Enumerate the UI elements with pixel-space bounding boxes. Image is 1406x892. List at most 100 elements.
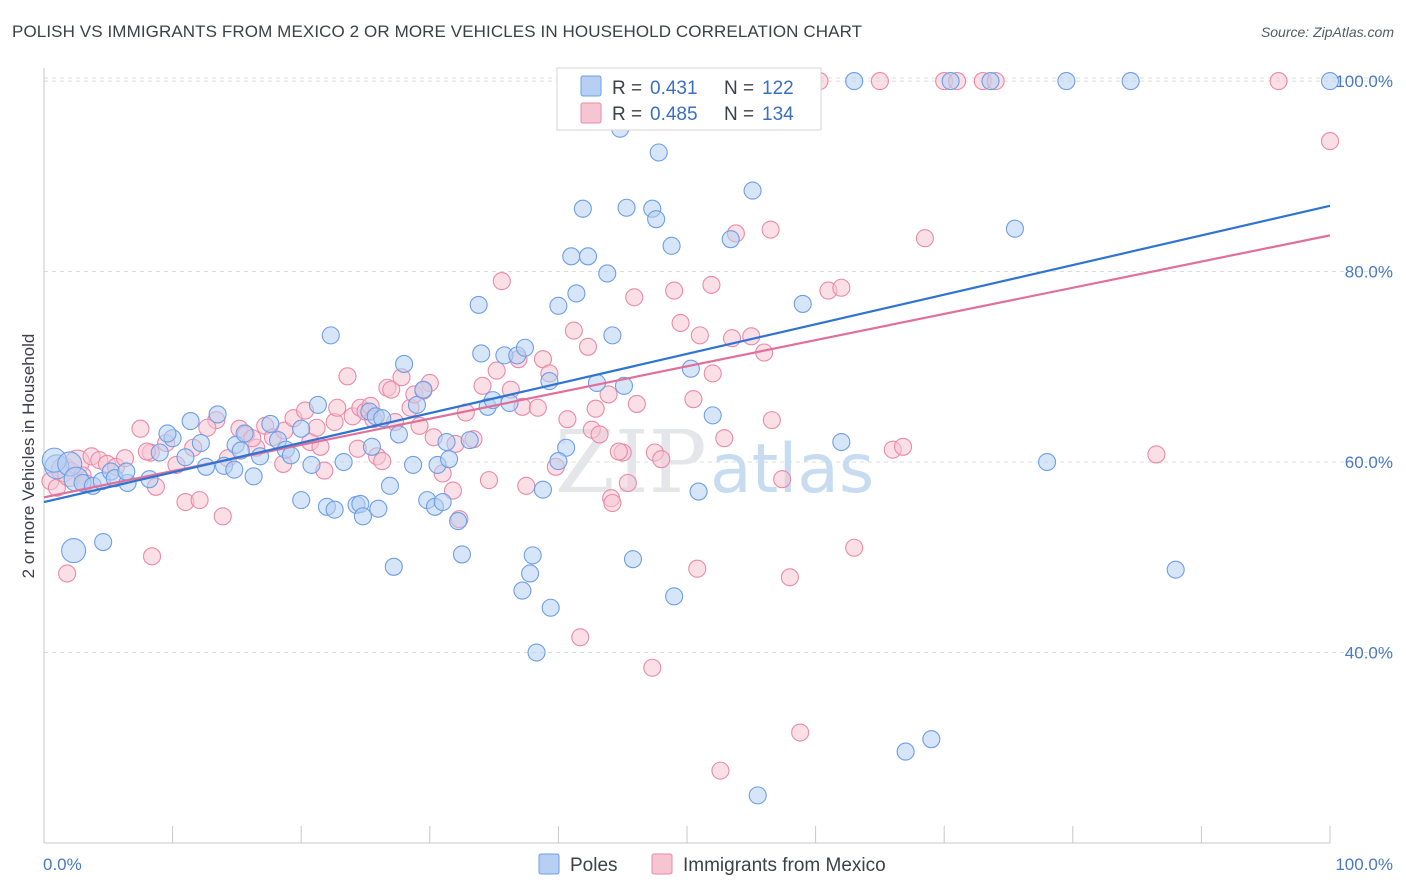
poles-point [380, 476, 399, 495]
mexico-point [307, 418, 326, 437]
mexico-point [791, 723, 810, 742]
poles-point [922, 730, 941, 749]
poles-point [681, 359, 700, 378]
x-tick-label-min: 0.0% [43, 855, 82, 874]
poles-point [689, 482, 708, 501]
legend-poles-r-label: R = [612, 78, 642, 99]
poles-point [362, 437, 381, 456]
poles-point [407, 395, 426, 414]
legend-poles-n-label: N = [724, 78, 754, 99]
poles-point [281, 446, 300, 465]
mexico-point [761, 220, 780, 239]
mexico-point [665, 281, 684, 300]
mexico-point [715, 429, 734, 448]
mexico-point [473, 376, 492, 395]
source-label: Source: ZipAtlas.com [1260, 24, 1394, 40]
poles-point [617, 198, 636, 217]
mexico-point [773, 470, 792, 489]
mexico-point [893, 437, 913, 456]
poles-point [981, 72, 1000, 91]
poles-point [414, 380, 433, 399]
legend-mexico-n-label: N = [724, 104, 754, 125]
mexico-point [603, 493, 622, 513]
mexico-point [479, 471, 499, 490]
mexico-point [578, 337, 598, 356]
bottom-legend-poles-label: Poles [570, 855, 618, 876]
poles-point [235, 424, 254, 443]
poles-point [603, 326, 622, 345]
poles-point [469, 295, 488, 314]
poles-point [533, 480, 553, 499]
mexico-point [528, 398, 547, 417]
x-tick-label-max: 100.0% [1335, 855, 1393, 874]
mexico-point [762, 411, 781, 430]
poles-point [261, 414, 280, 433]
trend-lines [43, 204, 1331, 504]
poles-point [158, 424, 177, 443]
mexico-point [373, 452, 392, 471]
poles-point [1038, 452, 1057, 472]
mexico-point [1147, 445, 1166, 464]
legend-mexico-swatch [580, 102, 602, 124]
poles-point [302, 455, 321, 474]
poles-point [1320, 72, 1340, 91]
mexico-point [142, 547, 162, 566]
poles-point [578, 247, 598, 266]
poles-point [527, 643, 546, 662]
y-tick-label: 40.0% [1345, 644, 1393, 663]
poles-point [523, 546, 542, 565]
legend-poles-swatch [580, 75, 602, 97]
poles-point [208, 405, 227, 424]
poles-point [721, 230, 740, 249]
poles-point [404, 455, 423, 474]
grid-lines [44, 77, 1393, 654]
mexico-point [870, 72, 889, 91]
y-tick-label: 80.0% [1345, 263, 1393, 282]
poles-point [549, 296, 568, 315]
mexico-point [58, 564, 77, 583]
poles-point [472, 344, 491, 363]
poles-point [244, 467, 263, 486]
poles-point [896, 742, 915, 761]
poles-point [437, 432, 456, 452]
poles-point [433, 492, 452, 512]
mexico-point [564, 321, 583, 340]
mexico-point [586, 399, 605, 418]
poles-point [292, 419, 311, 438]
poles-point [743, 181, 762, 200]
legend-mexico-n-value: 134 [762, 104, 794, 125]
poles-point [941, 72, 960, 91]
legend-mexico-r-value: 0.485 [650, 104, 698, 125]
poles-point [515, 338, 535, 357]
series-mexico-points [41, 72, 1340, 780]
poles-point [521, 564, 540, 583]
poles-point [176, 448, 195, 467]
mexico-point [190, 491, 209, 510]
mexico-point [643, 658, 662, 677]
poles-point [623, 550, 643, 569]
poles-point [61, 538, 87, 564]
poles-point [541, 598, 560, 617]
y-tick-label: 60.0% [1345, 453, 1393, 472]
bottom-legend-mexico-swatch [651, 853, 673, 875]
mexico-point [443, 481, 462, 500]
poles-point [321, 326, 340, 345]
poles-point [334, 452, 353, 472]
mexico-point [671, 313, 690, 333]
poles-point [389, 425, 408, 444]
mexico-point [845, 538, 864, 557]
legend-mexico-r-label: R = [612, 104, 642, 125]
bottom-legend-mexico-label: Immigrants from Mexico [683, 855, 886, 876]
legend-box: R = 0.431 N = 122 R = 0.485 N = 134 [556, 67, 822, 131]
poles-point [598, 264, 617, 283]
poles-point [117, 462, 136, 481]
mexico-point [558, 410, 577, 429]
chart-title: POLISH VS IMMIGRANTS FROM MEXICO 2 OR MO… [12, 22, 863, 41]
poles-point [748, 786, 767, 805]
mexico-point [487, 361, 506, 380]
mexico-point [338, 367, 357, 386]
mexico-point [780, 568, 799, 587]
poles-point [94, 532, 113, 552]
mexico-point [198, 418, 217, 437]
